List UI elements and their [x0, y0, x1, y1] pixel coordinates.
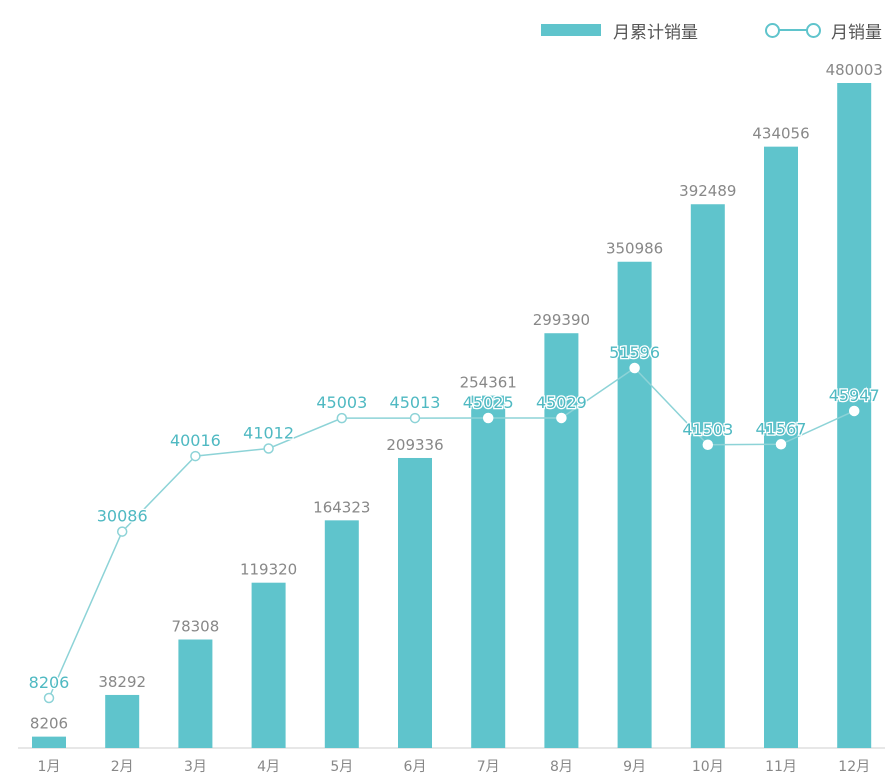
legend-line-label: 月销量 — [831, 22, 882, 43]
line-point — [775, 439, 787, 450]
line-value-label: 41012 — [243, 423, 294, 442]
line-point — [556, 412, 567, 424]
legend-line-swatch — [765, 23, 821, 38]
x-tick-label: 10月 — [692, 759, 724, 775]
line-value-label: 41503 — [682, 420, 733, 439]
legend-line: 月销量 — [765, 18, 882, 43]
line-point — [702, 439, 714, 451]
line-point — [336, 412, 348, 424]
x-tick-label: 4月 — [257, 759, 280, 775]
line-value-label: 41567 — [756, 419, 807, 438]
bar-value-label: 434056 — [752, 125, 809, 143]
bar-value-label: 209336 — [386, 436, 443, 454]
line-point — [116, 526, 128, 537]
x-tick-label: 12月 — [838, 759, 870, 775]
bar — [324, 520, 359, 748]
bar — [690, 204, 725, 748]
line-value-label: 30086 — [97, 507, 148, 526]
line-value-label: 40016 — [170, 431, 221, 450]
line-value-label: 51596 — [609, 343, 660, 362]
line-point — [43, 692, 55, 704]
x-tick-label: 8月 — [550, 759, 573, 775]
series-line — [48, 367, 855, 699]
line-point — [848, 405, 860, 417]
line-point — [190, 450, 201, 462]
line-value-label: 45003 — [316, 393, 367, 412]
legend-bar-label: 月累计销量 — [613, 22, 698, 43]
x-tick-label: 1月 — [38, 759, 61, 775]
bar — [544, 333, 579, 748]
line-value-label: 45013 — [390, 393, 441, 412]
x-tick-label: 5月 — [330, 759, 353, 775]
bar — [251, 582, 286, 748]
bar-value-label: 392489 — [679, 182, 736, 200]
bar-value-label: 480003 — [826, 61, 883, 79]
bar-value-label: 164323 — [313, 498, 370, 516]
bar-value-label: 254361 — [460, 374, 517, 392]
bar-value-label: 119320 — [240, 561, 297, 579]
bar-value-label: 350986 — [606, 240, 663, 258]
x-tick-label: 2月 — [111, 759, 134, 775]
bar — [398, 457, 432, 748]
line-point — [263, 443, 274, 454]
line-point — [629, 362, 640, 374]
line-point — [482, 412, 494, 424]
x-tick-label: 9月 — [623, 759, 646, 775]
x-tick-label: 6月 — [404, 759, 427, 775]
line-value-label: 45025 — [463, 393, 514, 412]
bar-value-label: 78308 — [172, 618, 220, 636]
bar — [105, 694, 140, 748]
bar — [32, 736, 66, 748]
line-value-label: 8206 — [29, 673, 70, 692]
legend-bar-swatch — [541, 24, 601, 36]
bar-value-label: 299390 — [533, 311, 590, 329]
line-value-label: 45947 — [829, 386, 880, 405]
line-point — [409, 412, 421, 424]
bar — [178, 639, 213, 748]
bar — [471, 395, 506, 748]
legend-bar: 月累计销量 — [541, 18, 698, 43]
x-tick-label: 7月 — [477, 759, 500, 775]
x-tick-label: 11月 — [765, 759, 797, 775]
line-value-label: 45029 — [536, 393, 587, 412]
bar-value-label: 8206 — [30, 715, 68, 733]
bar — [617, 261, 652, 748]
bar-value-label: 38292 — [98, 673, 146, 691]
x-tick-label: 3月 — [184, 759, 207, 775]
